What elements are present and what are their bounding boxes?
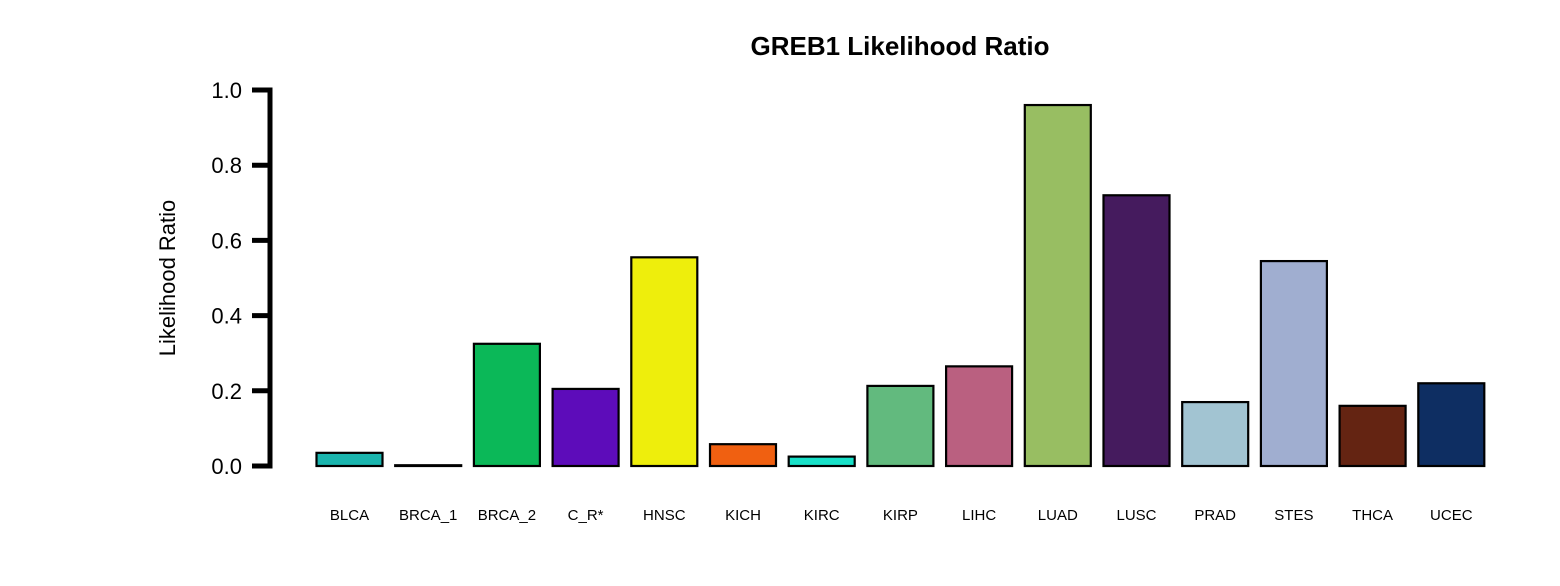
bar-c-r — [551, 387, 620, 468]
y-axis: 0.0 0.2 0.4 0.6 0.8 1.0 — [211, 78, 273, 479]
bar-hnsc — [630, 256, 699, 468]
bar-kich — [708, 443, 778, 468]
bar-blca — [315, 451, 384, 468]
bar-lihc — [944, 365, 1014, 468]
bar-brca-1 — [394, 464, 463, 468]
y-tick-label: 0.0 — [211, 454, 242, 479]
y-tick-label: 0.8 — [211, 153, 242, 178]
x-tick-label: KIRP — [883, 507, 918, 524]
bars — [315, 103, 1486, 468]
bar-kirp — [866, 384, 935, 468]
y-tick-label: 0.6 — [211, 228, 242, 253]
bar-ucec — [1417, 382, 1486, 468]
x-tick-label: PRAD — [1194, 507, 1236, 524]
bar-lusc — [1102, 194, 1171, 468]
x-tick-label: LIHC — [962, 507, 996, 524]
bar-stes — [1259, 259, 1329, 468]
x-tick-label: BLCA — [330, 507, 369, 524]
x-axis-tick-labels: BLCA BRCA_1 BRCA_2 C_R* HNSC KICH KIRC KIRP LIHC… — [330, 507, 1473, 524]
y-tick-label: 0.2 — [211, 379, 242, 404]
x-tick-label: BRCA_2 — [478, 507, 536, 524]
x-tick-label: THCA — [1352, 507, 1393, 524]
x-tick-label: LUSC — [1116, 507, 1156, 524]
x-tick-label: KICH — [725, 507, 761, 524]
x-tick-label: LUAD — [1038, 507, 1078, 524]
x-tick-label: KIRC — [804, 507, 840, 524]
y-tick-label: 1.0 — [211, 78, 242, 103]
bar-luad — [1023, 103, 1092, 468]
x-tick-label: HNSC — [643, 507, 686, 524]
x-tick-label: UCEC — [1430, 507, 1473, 524]
y-tick-label: 0.4 — [211, 304, 242, 329]
bar-thca — [1338, 404, 1407, 468]
chart-title: GREB1 Likelihood Ratio — [750, 31, 1049, 61]
x-tick-label: STES — [1274, 507, 1313, 524]
y-axis-label: Likelihood Ratio — [155, 200, 180, 357]
x-tick-label: C_R* — [568, 507, 604, 524]
bar-brca-2 — [472, 342, 541, 468]
bar-kirc — [787, 455, 856, 468]
x-tick-label: BRCA_1 — [399, 507, 457, 524]
bar-prad — [1181, 400, 1250, 468]
